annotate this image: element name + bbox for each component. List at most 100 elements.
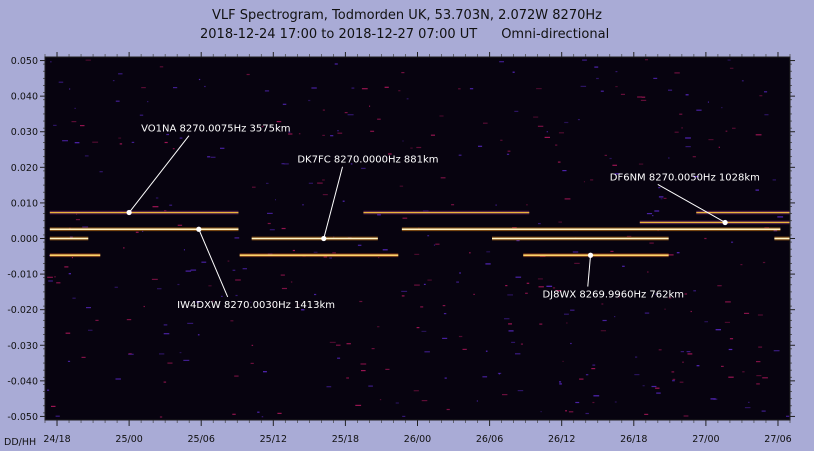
noise-speckle [520, 343, 523, 345]
noise-speckle [444, 377, 447, 379]
noise-speckle [210, 156, 216, 158]
noise-speckle [644, 413, 649, 415]
polarization-label: Omni-directional [501, 27, 610, 42]
noise-speckle [322, 179, 325, 181]
noise-speckle [311, 87, 317, 89]
noise-speckle [251, 344, 254, 346]
noise-speckle [65, 332, 71, 334]
noise-speckle [504, 318, 510, 320]
noise-speckle [208, 285, 212, 287]
noise-speckle [290, 281, 293, 283]
noise-speckle [322, 109, 325, 111]
noise-speckle [177, 283, 180, 286]
noise-speckle [758, 346, 763, 348]
noise-speckle [777, 216, 784, 218]
noise-speckle [459, 272, 461, 274]
noise-speckle [196, 301, 200, 303]
plot-frame [44, 56, 791, 421]
x-tick-label: 25/00 [115, 434, 142, 445]
noise-speckle [84, 155, 89, 157]
noise-speckle [173, 87, 178, 89]
noise-speckle [704, 237, 707, 240]
noise-speckle [355, 404, 362, 406]
noise-speckle [275, 199, 276, 201]
noise-speckle [579, 378, 584, 380]
noise-speckle [142, 230, 144, 232]
noise-speckle [416, 327, 420, 329]
noise-speckle [620, 93, 625, 95]
noise-speckle [755, 134, 762, 136]
noise-speckle [655, 293, 657, 295]
noise-speckle [410, 147, 413, 149]
noise-speckle [601, 303, 604, 305]
noise-speckle [651, 385, 657, 388]
noise-speckle [413, 390, 419, 392]
noise-speckle [323, 256, 328, 258]
noise-speckle [88, 329, 93, 331]
noise-speckle [609, 157, 612, 160]
noise-speckle [342, 200, 345, 202]
noise-speckle [388, 153, 392, 155]
noise-speckle [469, 88, 474, 90]
annotation-leader [587, 255, 592, 287]
noise-speckle [264, 90, 270, 92]
noise-speckle [261, 416, 264, 418]
noise-speckle [615, 86, 618, 88]
noise-speckle [336, 344, 341, 346]
noise-speckle [399, 185, 404, 187]
noise-speckle [538, 286, 544, 288]
annotation-label: IW4DXW 8270.0030Hz 1413km [177, 300, 335, 311]
noise-speckle [329, 257, 332, 259]
noise-speckle [693, 176, 699, 178]
noise-speckle [395, 402, 399, 404]
noise-speckle [329, 341, 336, 343]
noise-speckle [462, 348, 467, 350]
noise-speckle [414, 284, 420, 286]
noise-speckle [232, 269, 236, 271]
noise-speckle [564, 121, 569, 124]
noise-speckle [86, 307, 91, 309]
noise-speckle [572, 251, 579, 253]
noise-speckle [614, 316, 616, 318]
noise-speckle [593, 395, 600, 397]
noise-speckle [512, 71, 515, 73]
noise-speckle [50, 61, 52, 63]
noise-speckle [67, 360, 71, 362]
noise-speckle [69, 88, 71, 90]
noise-speckle [614, 401, 617, 403]
noise-speckle [47, 389, 50, 391]
noise-speckle [250, 362, 254, 364]
noise-speckle [163, 381, 167, 383]
noise-speckle [558, 132, 564, 134]
noise-speckle [74, 107, 76, 109]
noise-speckle [147, 101, 149, 103]
y-tick-label: -0.030 [7, 341, 38, 352]
noise-speckle [48, 280, 53, 282]
noise-speckle [197, 334, 200, 336]
noise-speckle [377, 257, 380, 259]
y-tick-label: -0.040 [7, 376, 38, 387]
noise-speckle [602, 319, 607, 322]
noise-speckle [167, 362, 173, 364]
x-tick-label: 26/00 [404, 434, 431, 445]
noise-speckle [641, 96, 646, 98]
noise-speckle [288, 133, 293, 135]
noise-speckle [686, 351, 691, 353]
noise-speckle [505, 285, 508, 287]
noise-speckle [401, 290, 408, 292]
noise-speckle [458, 88, 461, 90]
noise-speckle [508, 323, 512, 325]
noise-speckle [729, 338, 734, 340]
noise-speckle [369, 105, 371, 107]
noise-speckle [427, 279, 432, 281]
noise-speckle [729, 67, 734, 69]
noise-speckle [282, 103, 287, 105]
noise-speckle [179, 137, 183, 139]
time-range: 2018-12-24 17:00 to 2018-12-27 07:00 UT [200, 27, 478, 42]
noise-speckle [682, 361, 684, 363]
noise-speckle [350, 163, 353, 165]
noise-speckle [157, 288, 162, 290]
noise-speckle [704, 321, 708, 323]
noise-speckle [575, 401, 580, 404]
noise-speckle [337, 130, 339, 132]
